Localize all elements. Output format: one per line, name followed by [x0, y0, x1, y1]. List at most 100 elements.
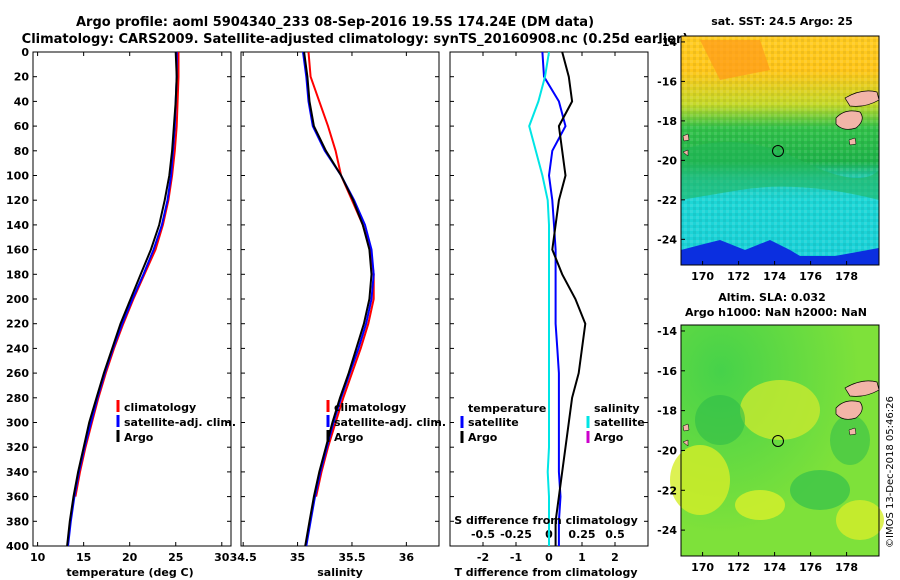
- map-y-tick-label: -20: [657, 444, 677, 457]
- sla-yellow-blob: [735, 490, 785, 520]
- sla-green-blob: [695, 395, 745, 445]
- y-tick-label: 280: [6, 392, 29, 405]
- y-tick-label: 60: [14, 120, 30, 133]
- x-tick-label: 35: [290, 551, 305, 564]
- sst-map-frame: [680, 35, 880, 266]
- legend-satellite-label: satellite-adj. clim.: [334, 416, 446, 429]
- sla-yellow-blob: [740, 380, 820, 440]
- x-tick-label: 30: [214, 551, 230, 564]
- sla-map-subtitle: Argo h1000: NaN h2000: NaN: [685, 306, 867, 319]
- x-tick-label: -2: [477, 551, 489, 564]
- title-line-1: Argo profile: aoml 5904340_233 08-Sep-20…: [76, 15, 594, 30]
- x-tick-label-salinity: 0.5: [605, 528, 625, 541]
- series-line-argo: [303, 51, 373, 547]
- map-x-tick-label: 176: [799, 270, 822, 283]
- map-x-tick-label: 170: [691, 561, 714, 574]
- sla-map: [670, 324, 884, 557]
- small-island-icon: [848, 427, 857, 436]
- x-tick-label: -1: [510, 551, 522, 564]
- sla-map-frame: [680, 324, 880, 557]
- legend-temperature-title: temperature: [468, 402, 546, 415]
- y-tick-label: 340: [6, 466, 29, 479]
- map-y-tick-label: -24: [657, 524, 677, 537]
- y-tick-label: 320: [6, 441, 29, 454]
- y-tick-label: 220: [6, 318, 29, 331]
- sst-map-title: sat. SST: 24.5 Argo: 25: [711, 15, 853, 28]
- map-y-tick-label: -20: [657, 154, 677, 167]
- small-island-icon: [682, 149, 689, 157]
- profile-plots: 0204060801001201401601802002202402602803…: [6, 46, 648, 564]
- map-y-tick-label: -22: [657, 484, 677, 497]
- map-y-tick-label: -18: [657, 115, 677, 128]
- y-tick-label: 380: [6, 515, 29, 528]
- y-tick-label: 400: [6, 540, 29, 553]
- small-island-icon: [682, 423, 690, 432]
- legend-argo-label: Argo: [334, 431, 364, 444]
- y-tick-label: 20: [14, 71, 30, 84]
- map-y-tick-label: -16: [657, 365, 677, 378]
- sla-green-blob: [830, 415, 870, 465]
- x-tick-label: 20: [122, 551, 138, 564]
- credit-stamp: ©IMOS 13-Dec-2018 05:46:26: [885, 396, 896, 548]
- fiji-island-icon: [835, 110, 863, 130]
- y-tick-label: 80: [14, 145, 30, 158]
- x-tick-label: 36: [399, 551, 415, 564]
- legend-s-satellite-label: satellite: [594, 416, 645, 429]
- sla-yellow-blob: [836, 500, 884, 540]
- x-tick-label: 1: [578, 551, 586, 564]
- sla-yellow-blob: [670, 445, 730, 515]
- map-y-tick-label: -18: [657, 405, 677, 418]
- y-tick-label: 140: [6, 219, 29, 232]
- temperature-legend: climatology satellite-adj. clim. Argo: [116, 400, 236, 444]
- salinity-panel-frame: [240, 51, 440, 547]
- map-y-tick-label: -14: [657, 36, 677, 49]
- difference-legend: temperature satellite Argo salinity sate…: [460, 402, 645, 444]
- sst-map: [680, 35, 880, 266]
- legend-climatology-label: climatology: [124, 401, 196, 414]
- legend-satellite-label: satellite-adj. clim.: [124, 416, 236, 429]
- y-tick-label: 200: [6, 293, 29, 306]
- x-tick-label: 10: [30, 551, 46, 564]
- map-x-tick-label: 174: [763, 561, 786, 574]
- sst-warm-patch: [700, 40, 770, 80]
- fiji-island-icon: [835, 400, 863, 420]
- sst-green-band: [680, 142, 879, 200]
- y-tick-label: 160: [6, 244, 29, 257]
- legend-t-argo-label: Argo: [468, 431, 498, 444]
- map-x-tick-label: 176: [799, 561, 822, 574]
- title-line-2: Climatology: CARS2009. Satellite-adjuste…: [22, 32, 689, 47]
- difference-xlabel-salinity: S difference from climatology: [454, 514, 638, 527]
- x-tick-label: 15: [76, 551, 91, 564]
- x-tick-label: 25: [168, 551, 183, 564]
- salinity-xlabel: salinity: [317, 566, 363, 579]
- x-tick-label: 0: [545, 551, 553, 564]
- x-tick-label: 2: [611, 551, 619, 564]
- map-ticks: 170 172 174 176 178 -14 -16 -18 -20 -22 -24 170 172 1…: [657, 36, 858, 574]
- series-line-s-satellite: [528, 51, 550, 546]
- y-tick-label: 100: [6, 170, 29, 183]
- map-x-tick-label: 172: [727, 561, 750, 574]
- x-tick-label-salinity: -0.25: [500, 528, 532, 541]
- y-tick-label: 40: [14, 95, 30, 108]
- difference-xlabel: T difference from climatology: [454, 566, 637, 579]
- y-tick-label: 260: [6, 367, 29, 380]
- small-island-icon: [682, 439, 689, 447]
- map-x-tick-label: 172: [727, 270, 750, 283]
- map-x-tick-label: 178: [835, 561, 858, 574]
- legend-salinity-title: salinity: [594, 402, 640, 415]
- y-tick-label: 240: [6, 342, 29, 355]
- x-tick-label-salinity: -0.5: [471, 528, 495, 541]
- map-y-tick-label: -16: [657, 75, 677, 88]
- legend-argo-label: Argo: [124, 431, 154, 444]
- y-tick-label: 120: [6, 194, 29, 207]
- map-y-tick-label: -24: [657, 233, 677, 246]
- temperature-xlabel: temperature (deg C): [66, 566, 193, 579]
- small-island-icon: [848, 137, 857, 146]
- argo-position-marker: [772, 145, 784, 157]
- legend-s-argo-label: Argo: [594, 431, 624, 444]
- legend-t-satellite-label: satellite: [468, 416, 519, 429]
- map-y-tick-label: -22: [657, 194, 677, 207]
- y-tick-label: 180: [6, 268, 29, 281]
- map-x-tick-label: 178: [835, 270, 858, 283]
